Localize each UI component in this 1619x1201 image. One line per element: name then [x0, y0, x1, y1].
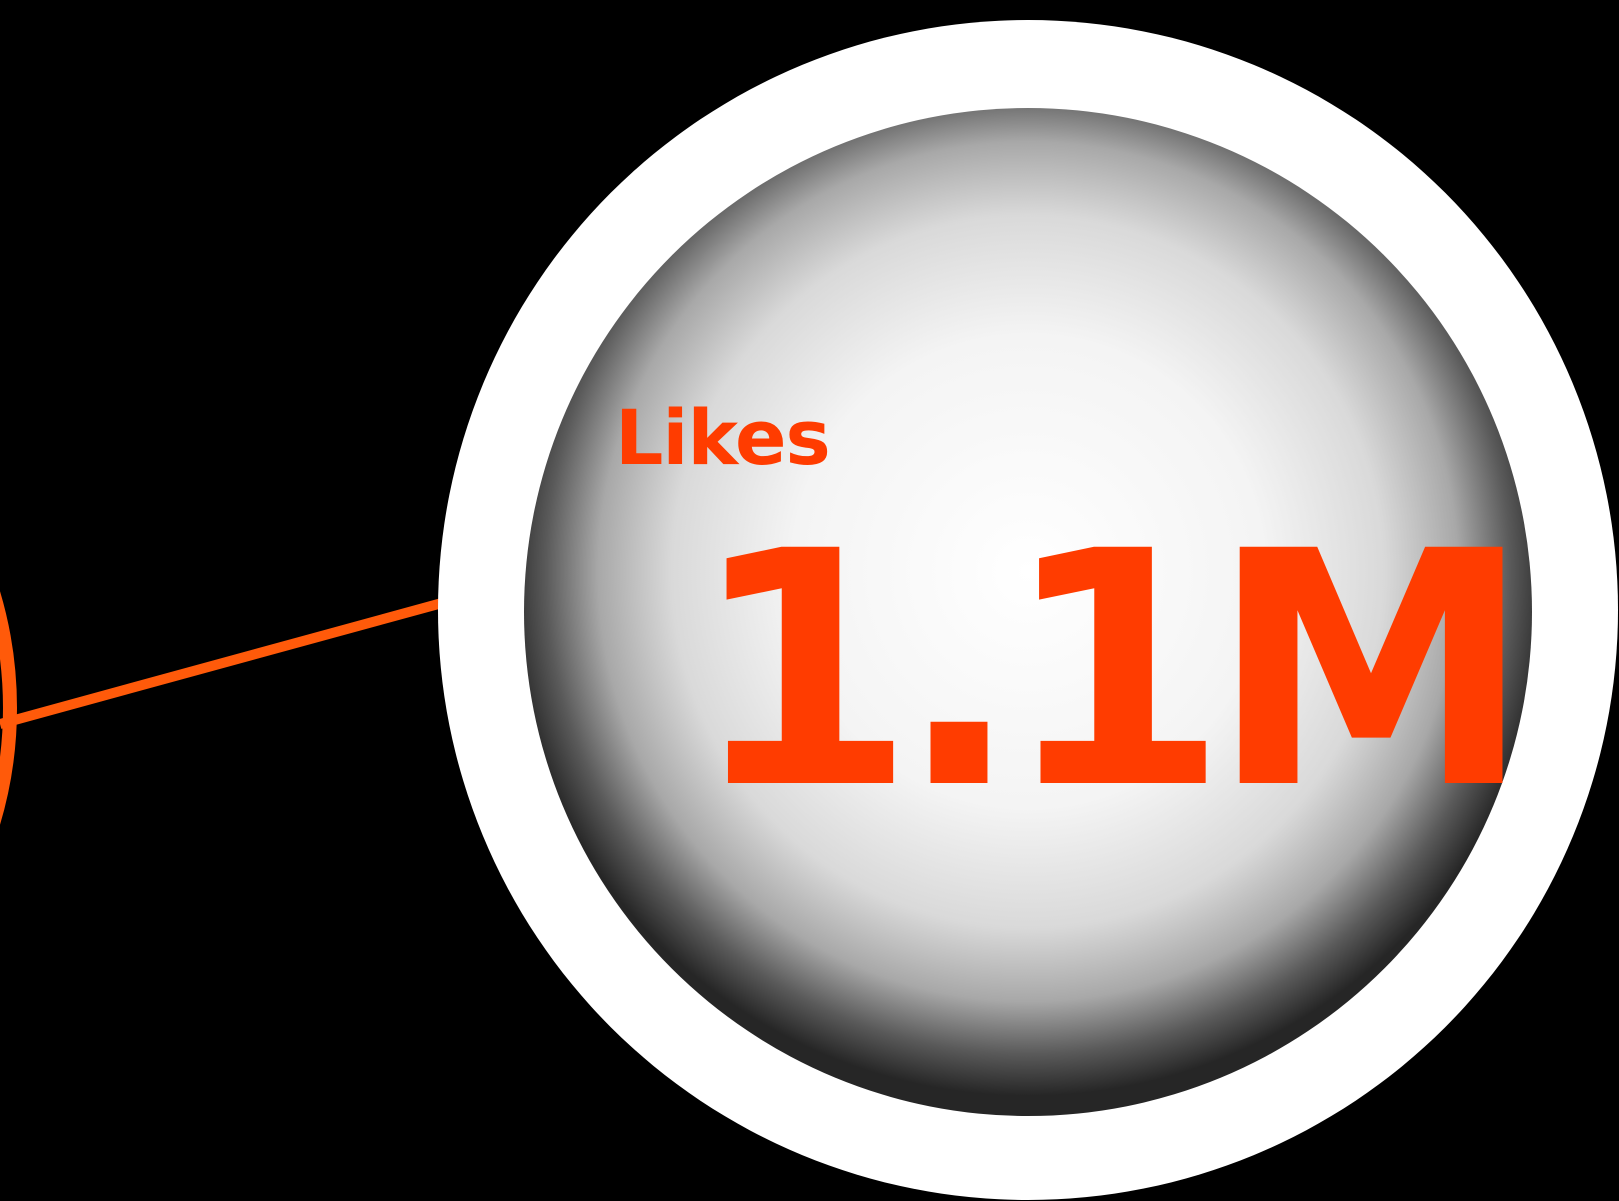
inner-sphere — [524, 108, 1532, 1116]
stat-value: 1.1M — [690, 483, 1532, 860]
stat-label: Likes — [615, 393, 831, 482]
adjacent-node-edge — [0, 591, 17, 825]
connector-line — [0, 598, 444, 729]
